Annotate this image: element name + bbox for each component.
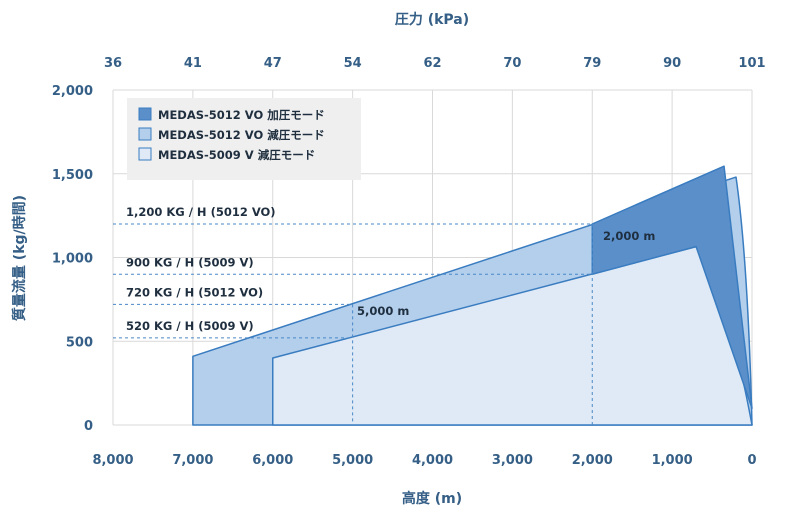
reference-line-label: 520 KG / H (5009 V) [126, 319, 254, 333]
x-tick-label: 2,000 [572, 453, 613, 468]
reference-line-label: 900 KG / H (5009 V) [126, 255, 254, 269]
x-tick-label: 6,000 [252, 453, 293, 468]
top-tick-label: 101 [738, 56, 765, 71]
y-tick-label: 2,000 [52, 84, 93, 99]
x-tick-label: 8,000 [92, 453, 133, 468]
series-areas [192, 165, 753, 426]
top-tick-label: 70 [503, 56, 521, 71]
axes: 8,000 7,000 6,000 5,000 4,000 3,000 2,000 1,000… [11, 11, 766, 507]
y-axis-title: 質量流量 (kg/時間) [11, 195, 28, 321]
top-tick-label: 47 [264, 56, 282, 71]
annotations: 1,200 KG / H (5012 VO) 900 KG / H (5009 V… [126, 205, 655, 333]
legend-label: MEDAS-5009 V 減圧モード [158, 148, 315, 162]
legend-swatch [138, 127, 152, 141]
reference-lines [113, 223, 593, 425]
top-tick-label: 54 [344, 56, 362, 71]
x-tick-label: 7,000 [172, 453, 213, 468]
top-tick-label: 79 [583, 56, 601, 71]
x-tick-label: 0 [747, 453, 756, 468]
top-axis-title: 圧力 (kPa) [395, 11, 469, 28]
top-tick-label: 41 [184, 56, 202, 71]
reference-line-label: 720 KG / H (5012 VO) [126, 285, 263, 299]
x-tick-label: 4,000 [412, 453, 453, 468]
top-tick-label: 36 [104, 56, 122, 71]
legend-label: MEDAS-5012 VO 減圧モード [158, 128, 325, 142]
legend: MEDAS-5012 VO 加圧モード MEDAS-5012 VO 減圧モード ME… [127, 98, 361, 180]
x-tick-label: 5,000 [332, 453, 373, 468]
legend-box [127, 98, 361, 180]
y-tick-label: 500 [66, 335, 93, 350]
legend-label: MEDAS-5012 VO 加圧モード [158, 108, 325, 122]
legend-swatch [138, 147, 152, 161]
top-tick-label: 90 [663, 56, 681, 71]
y-tick-label: 0 [84, 419, 93, 434]
reference-line-label: 1,200 KG / H (5012 VO) [126, 205, 276, 219]
y-tick-label: 1,500 [52, 168, 93, 183]
x-axis-title: 高度 (m) [402, 490, 462, 507]
x-tick-label: 3,000 [492, 453, 533, 468]
marker-label-5000: 5,000 m [357, 304, 409, 318]
legend-swatch [138, 107, 152, 121]
marker-label-2000: 2,000 m [603, 229, 655, 243]
top-tick-label: 62 [423, 56, 441, 71]
y-tick-label: 1,000 [52, 252, 93, 267]
x-tick-label: 1,000 [652, 453, 693, 468]
